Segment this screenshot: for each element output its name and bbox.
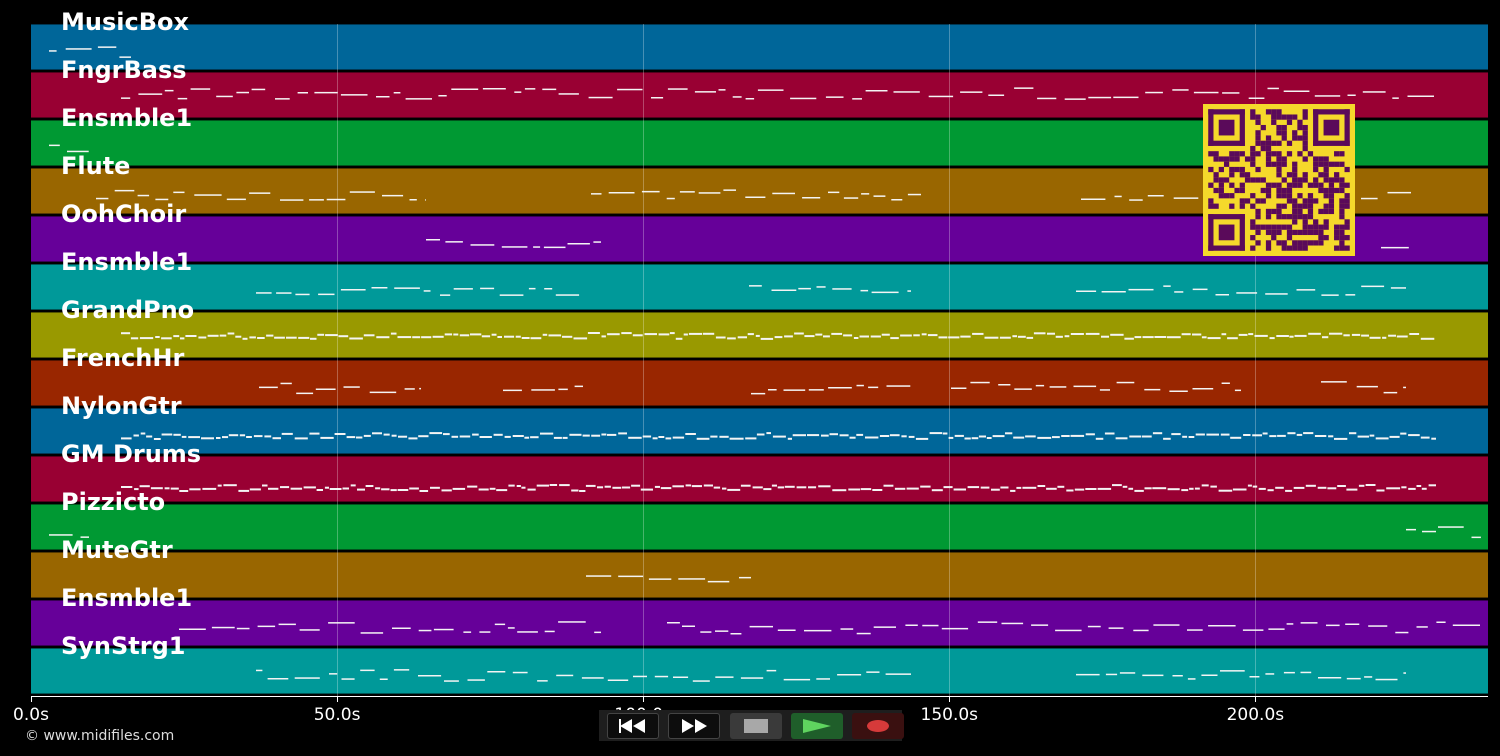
axis-tick xyxy=(337,696,339,702)
time-axis-line xyxy=(31,696,1488,697)
track-notes xyxy=(121,87,1434,100)
stop-icon xyxy=(744,719,768,733)
axis-tick xyxy=(643,696,645,702)
axis-tick xyxy=(31,696,32,702)
fast-forward-button[interactable] xyxy=(668,713,720,739)
track-label: MusicBox xyxy=(61,8,189,36)
rewind-icon xyxy=(619,719,645,733)
track-row[interactable] xyxy=(31,312,1488,358)
track-notes xyxy=(586,575,751,583)
grid-line xyxy=(949,24,951,696)
fast-forward-icon xyxy=(682,719,707,733)
transport-controls xyxy=(599,710,904,741)
track-label: Ensmble1 xyxy=(61,248,193,276)
track-label: NylonGtr xyxy=(61,392,182,420)
play-button[interactable] xyxy=(791,713,843,739)
axis-tick-label: 200.0s xyxy=(1226,705,1285,725)
axis-tick-label: 50.0s xyxy=(313,705,361,725)
axis-tick-label: 150.0s xyxy=(920,705,979,725)
track-label: MuteGtr xyxy=(61,536,173,564)
grid-line xyxy=(337,24,339,696)
grid-line xyxy=(1255,24,1257,696)
record-button[interactable] xyxy=(852,713,904,739)
track-label: GrandPno xyxy=(61,296,195,324)
copyright-text: © www.midifiles.com xyxy=(25,728,175,744)
axis-tick xyxy=(1255,696,1257,702)
track-row[interactable] xyxy=(31,648,1488,694)
track-row[interactable] xyxy=(31,552,1488,598)
track-notes xyxy=(121,332,1435,340)
track-label: OohChoir xyxy=(61,200,187,228)
track-notes xyxy=(121,484,1436,492)
track-label: FngrBass xyxy=(61,56,187,84)
track-notes xyxy=(426,239,1409,249)
track-row[interactable] xyxy=(31,264,1488,310)
track-label: Ensmble1 xyxy=(61,584,193,612)
track-notes xyxy=(179,621,1480,635)
track-row[interactable] xyxy=(31,24,1488,70)
track-notes xyxy=(96,189,1411,201)
track-notes xyxy=(49,144,89,153)
rewind-button[interactable] xyxy=(607,713,659,739)
track-notes xyxy=(121,432,1436,440)
stop-button[interactable] xyxy=(730,713,782,739)
grid-line xyxy=(643,24,645,696)
track-notes xyxy=(49,46,131,58)
track-row[interactable] xyxy=(31,504,1488,550)
track-row[interactable] xyxy=(31,456,1488,502)
track-label: GM Drums xyxy=(61,440,202,468)
track-label: Pizzicto xyxy=(61,488,166,516)
axis-tick-label: 0.0s xyxy=(13,705,49,725)
record-icon xyxy=(867,720,889,732)
qr-code-icon xyxy=(1203,104,1355,256)
track-label: SynStrg1 xyxy=(61,632,186,660)
axis-tick xyxy=(949,696,951,702)
track-row[interactable] xyxy=(31,408,1488,454)
track-label: FrenchHr xyxy=(61,344,185,372)
track-label: Flute xyxy=(61,152,131,180)
track-notes xyxy=(259,381,1406,395)
track-row[interactable] xyxy=(31,360,1488,406)
track-row[interactable] xyxy=(31,600,1488,646)
track-notes xyxy=(256,669,1406,682)
track-notes xyxy=(49,526,1481,539)
track-label: Ensmble1 xyxy=(61,104,193,132)
track-notes xyxy=(256,285,1406,296)
play-icon xyxy=(803,719,831,733)
